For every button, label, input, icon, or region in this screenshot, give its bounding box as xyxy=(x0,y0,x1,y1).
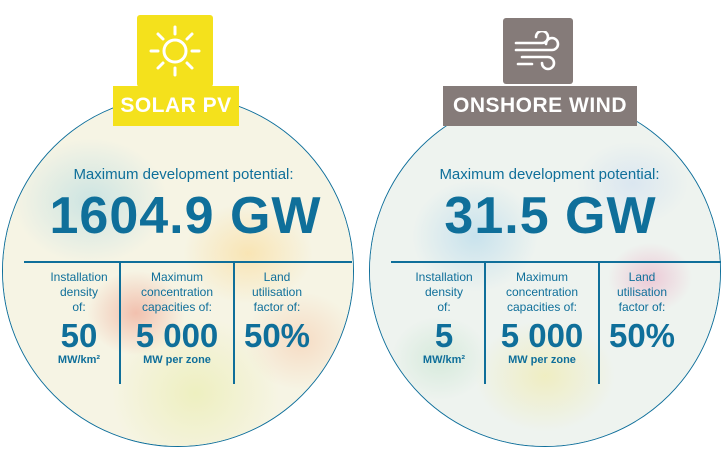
solar-max-concentration: Maximum concentration capacities of: 5 0… xyxy=(121,270,233,367)
stat-label: Installation xyxy=(415,270,473,284)
wind-max-concentration: Maximum concentration capacities of: 5 0… xyxy=(486,270,598,367)
stat-label: density xyxy=(424,285,464,299)
stat-label: capacities of: xyxy=(141,300,213,314)
wind-icon-box xyxy=(503,18,573,84)
wind-divider xyxy=(391,261,721,263)
stat-value: 50 xyxy=(60,317,98,354)
stat-label: concentration xyxy=(140,285,214,299)
stat-label: Installation xyxy=(50,270,108,284)
solar-pv-panel: SOLAR PV Maximum development potential: … xyxy=(2,15,354,447)
wind-column-divider xyxy=(598,262,600,384)
stat-label: factor of: xyxy=(618,300,666,314)
stat-unit: MW per zone xyxy=(143,354,211,366)
stat-value: 5 000 xyxy=(500,317,584,354)
wind-installation-density: Installation density of: 5 MW/km² xyxy=(405,270,483,367)
solar-installation-density: Installation density of: 50 MW/km² xyxy=(40,270,118,367)
stat-label: Land xyxy=(628,270,656,284)
wind-icon xyxy=(514,31,560,71)
onshore-wind-badge: ONSHORE WIND xyxy=(443,86,637,126)
solar-pv-badge: SOLAR PV xyxy=(113,86,239,126)
stat-label: utilisation xyxy=(251,285,303,299)
solar-map-background xyxy=(3,96,353,446)
solar-map-circle xyxy=(2,95,354,447)
wind-map-circle xyxy=(369,95,721,447)
stat-label: Land xyxy=(263,270,291,284)
stat-label: Maximum xyxy=(150,270,203,284)
wind-max-potential-value: 31.5 GW xyxy=(444,187,657,245)
solar-max-potential-label: Maximum development potential: xyxy=(73,166,294,183)
stat-label: density xyxy=(59,285,99,299)
wind-max-potential-label: Maximum development potential: xyxy=(439,166,660,183)
stat-label: capacities of: xyxy=(506,300,578,314)
stat-label: of: xyxy=(72,300,86,314)
sun-icon xyxy=(149,25,201,77)
wind-column-divider xyxy=(484,262,486,384)
stat-value: 5 000 xyxy=(135,317,219,354)
wind-map-background xyxy=(370,96,720,446)
onshore-wind-panel: ONSHORE WIND Maximum development potenti… xyxy=(363,0,726,450)
stat-label: factor of: xyxy=(253,300,301,314)
stat-value: 5 xyxy=(434,317,454,354)
solar-land-utilisation: Land utilisation factor of: 50% xyxy=(235,270,319,354)
stat-label: of: xyxy=(437,300,451,314)
stat-unit: MW/km² xyxy=(422,354,466,366)
wind-land-utilisation: Land utilisation factor of: 50% xyxy=(600,270,684,354)
solar-column-divider xyxy=(119,262,121,384)
stat-unit: MW per zone xyxy=(508,354,576,366)
stat-value: 50% xyxy=(608,317,676,354)
stat-unit: MW/km² xyxy=(57,354,101,366)
solar-divider xyxy=(24,261,352,263)
solar-icon-box xyxy=(137,15,213,87)
stat-label: utilisation xyxy=(616,285,668,299)
stat-value: 50% xyxy=(243,317,311,354)
stat-label: concentration xyxy=(505,285,579,299)
solar-column-divider xyxy=(233,262,235,384)
solar-max-potential-value: 1604.9 GW xyxy=(49,187,322,245)
stat-label: Maximum xyxy=(515,270,568,284)
